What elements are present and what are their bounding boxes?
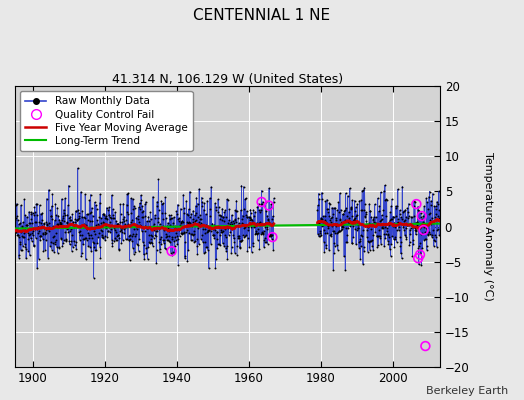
Text: CENTENNIAL 1 NE: CENTENNIAL 1 NE bbox=[193, 8, 331, 23]
Point bbox=[412, 201, 421, 207]
Y-axis label: Temperature Anomaly (°C): Temperature Anomaly (°C) bbox=[483, 152, 493, 301]
Point bbox=[421, 343, 430, 349]
Point bbox=[414, 255, 422, 261]
Point bbox=[257, 199, 266, 205]
Text: Berkeley Earth: Berkeley Earth bbox=[426, 386, 508, 396]
Point bbox=[265, 202, 273, 209]
Point bbox=[416, 252, 424, 258]
Legend: Raw Monthly Data, Quality Control Fail, Five Year Moving Average, Long-Term Tren: Raw Monthly Data, Quality Control Fail, … bbox=[20, 91, 192, 151]
Point bbox=[268, 234, 277, 240]
Point bbox=[419, 227, 428, 233]
Point bbox=[167, 248, 176, 254]
Title: 41.314 N, 106.129 W (United States): 41.314 N, 106.129 W (United States) bbox=[112, 73, 343, 86]
Point bbox=[418, 213, 426, 219]
